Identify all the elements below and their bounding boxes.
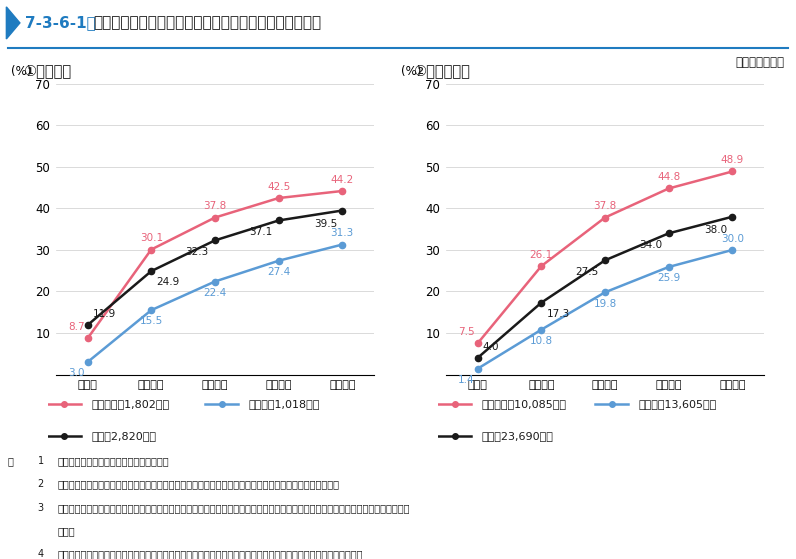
Text: 37.8: 37.8 — [203, 201, 227, 211]
Text: ①　高齢者: ① 高齢者 — [24, 63, 72, 78]
Text: 39.5: 39.5 — [314, 219, 338, 229]
Text: 30.1: 30.1 — [139, 233, 163, 243]
Text: 44.8: 44.8 — [657, 172, 681, 182]
Text: 法務省大臣官房司法法制部の資料による。: 法務省大臣官房司法法制部の資料による。 — [57, 456, 169, 466]
Text: (%): (%) — [401, 65, 422, 78]
Text: 31.3: 31.3 — [330, 228, 354, 238]
Text: 前刑出所時の年齢による。再入者の前刑出所時年齢は，再入所時の年齢及び前刑出所年から算出した推計値である。: 前刑出所時の年齢による。再入者の前刑出所時年齢は，再入所時の年齢及び前刑出所年か… — [57, 549, 363, 559]
Text: いう。: いう。 — [57, 526, 75, 536]
Polygon shape — [6, 7, 20, 39]
Text: 44.2: 44.2 — [330, 175, 354, 185]
Text: 22.4: 22.4 — [203, 288, 227, 298]
Text: 32.3: 32.3 — [185, 247, 209, 257]
Text: 10.8: 10.8 — [529, 336, 553, 346]
Text: ②　非高齢者: ② 非高齢者 — [414, 63, 470, 78]
Text: 満期釈放（1,802人）: 満期釈放（1,802人） — [92, 399, 170, 409]
Text: 2: 2 — [37, 480, 44, 489]
Text: 38.0: 38.0 — [704, 225, 728, 235]
Text: (%): (%) — [11, 65, 32, 78]
Text: 48.9: 48.9 — [720, 155, 744, 165]
Text: 19.8: 19.8 — [593, 299, 617, 309]
Text: 34.0: 34.0 — [639, 240, 662, 249]
Text: 満期釈放（10,085人）: 満期釈放（10,085人） — [482, 399, 566, 409]
Text: 30.0: 30.0 — [721, 234, 743, 244]
Text: 11.9: 11.9 — [92, 309, 116, 319]
Text: 17.3: 17.3 — [546, 309, 570, 319]
Text: 42.5: 42.5 — [267, 182, 291, 192]
Text: （平成２５年）: （平成２５年） — [735, 56, 784, 69]
Text: 「５年以内再入率」は，平成２５年の出所受刑者の人員に占める，同年から２９までの各年の年末までに再入所した者の人員の比率を: 「５年以内再入率」は，平成２５年の出所受刑者の人員に占める，同年から２９までの各… — [57, 503, 410, 513]
Text: 総数（23,690人）: 総数（23,690人） — [482, 431, 553, 441]
Text: 出所受刑者の出所事由別５年以内再入率（年齢層別）: 出所受刑者の出所事由別５年以内再入率（年齢層別） — [93, 16, 322, 30]
Text: 7-3-6-1図: 7-3-6-1図 — [25, 16, 96, 30]
Text: 15.5: 15.5 — [139, 316, 163, 326]
Text: 前刑出所後の犯罪により再入所した者で，かつ，前刑出所事由が満期釈放又は仮釈放の者を計上している。: 前刑出所後の犯罪により再入所した者で，かつ，前刑出所事由が満期釈放又は仮釈放の者… — [57, 480, 339, 489]
Text: 24.9: 24.9 — [156, 277, 180, 287]
Text: 7.5: 7.5 — [458, 327, 474, 337]
Text: 注: 注 — [8, 456, 14, 466]
Text: 4: 4 — [37, 549, 44, 559]
Text: 3: 3 — [37, 503, 44, 513]
Text: 8.7: 8.7 — [68, 322, 84, 332]
Text: 25.9: 25.9 — [657, 273, 681, 283]
Text: 仮釈放（1,018人）: 仮釈放（1,018人） — [248, 399, 320, 409]
Text: 4.0: 4.0 — [482, 342, 499, 352]
Text: 27.4: 27.4 — [267, 267, 291, 277]
Text: 27.5: 27.5 — [576, 267, 599, 277]
Text: 1.4: 1.4 — [458, 375, 474, 385]
Text: 37.8: 37.8 — [593, 201, 617, 211]
Text: 3.0: 3.0 — [68, 368, 84, 378]
Text: 37.1: 37.1 — [249, 227, 272, 236]
Text: 26.1: 26.1 — [529, 250, 553, 260]
Text: 仮釈放（13,605人）: 仮釈放（13,605人） — [638, 399, 716, 409]
Text: 総数（2,820人）: 総数（2,820人） — [92, 431, 156, 441]
Text: 1: 1 — [37, 456, 44, 466]
